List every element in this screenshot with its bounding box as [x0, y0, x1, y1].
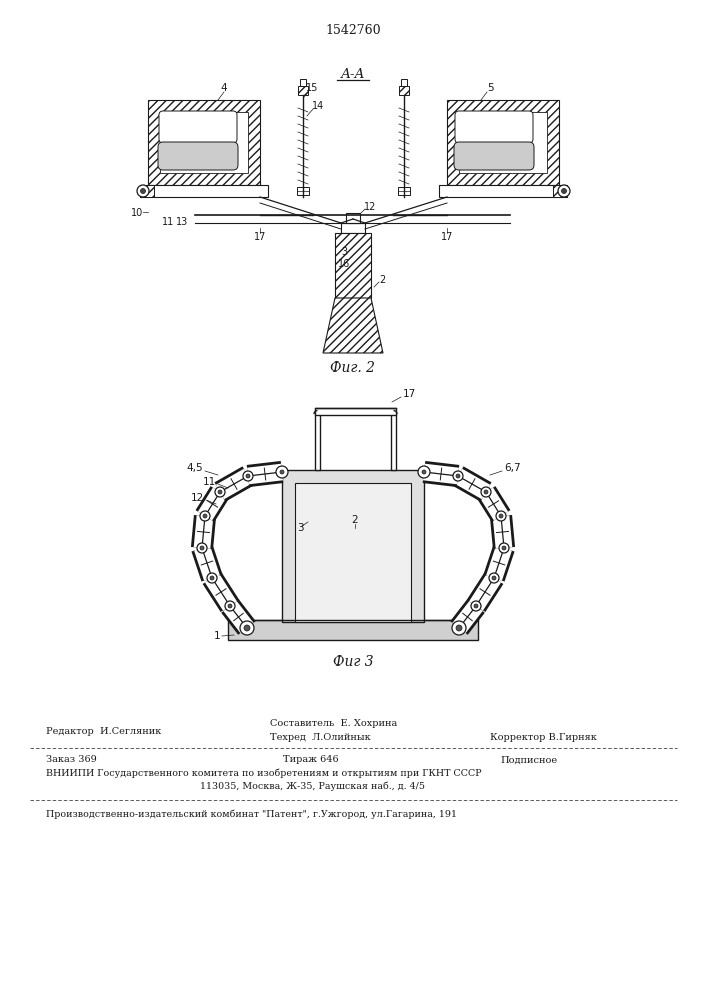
Circle shape	[210, 576, 214, 580]
FancyBboxPatch shape	[159, 111, 237, 143]
Circle shape	[200, 511, 210, 521]
Circle shape	[422, 470, 426, 474]
Circle shape	[484, 490, 488, 494]
Circle shape	[456, 625, 462, 631]
Circle shape	[471, 601, 481, 611]
Text: Составитель  Е. Хохрина: Составитель Е. Хохрина	[270, 718, 397, 728]
Bar	[398, 187, 410, 195]
Polygon shape	[323, 298, 383, 353]
Bar	[298, 86, 308, 95]
Circle shape	[481, 487, 491, 497]
Bar	[401, 79, 407, 86]
Text: ВНИИПИ Государственного комитета по изобретениям и открытиям при ГКНТ СССР: ВНИИПИ Государственного комитета по изоб…	[46, 768, 481, 778]
Text: 113035, Москва, Ж-35, Раушская наб., д. 4/5: 113035, Москва, Ж-35, Раушская наб., д. …	[200, 781, 425, 791]
Circle shape	[141, 188, 146, 194]
Circle shape	[558, 185, 570, 197]
Bar	[300, 79, 306, 86]
Circle shape	[243, 471, 253, 481]
Circle shape	[280, 470, 284, 474]
Bar	[315, 408, 396, 415]
Text: 4: 4	[221, 83, 228, 93]
Circle shape	[499, 543, 509, 553]
Text: Тираж 646: Тираж 646	[283, 756, 339, 764]
Bar	[399, 86, 409, 95]
Bar	[346, 213, 360, 223]
Text: Техред  Л.Олийнык: Техред Л.Олийнык	[270, 734, 370, 742]
Text: 16: 16	[338, 259, 350, 269]
Bar	[282, 470, 424, 622]
Text: Редактор  И.Сегляник: Редактор И.Сегляник	[46, 728, 161, 736]
Circle shape	[197, 543, 207, 553]
Bar	[160, 112, 248, 173]
Circle shape	[474, 604, 478, 608]
Text: 17: 17	[440, 232, 453, 242]
Text: 11: 11	[162, 217, 174, 227]
Bar	[341, 223, 365, 233]
Circle shape	[418, 466, 430, 478]
Circle shape	[215, 487, 225, 497]
Circle shape	[456, 474, 460, 478]
Circle shape	[218, 490, 222, 494]
Text: Подписное: Подписное	[500, 756, 557, 764]
Bar	[447, 100, 559, 185]
Text: 14: 14	[312, 101, 324, 111]
Text: Производственно-издательский комбинат "Патент", г.Ужгород, ул.Гагарина, 191: Производственно-издательский комбинат "П…	[46, 809, 457, 819]
Circle shape	[276, 466, 288, 478]
Circle shape	[502, 546, 506, 550]
Circle shape	[452, 621, 466, 635]
Circle shape	[240, 621, 254, 635]
Text: 17: 17	[254, 232, 267, 242]
Text: 1: 1	[214, 631, 220, 641]
Text: 2: 2	[351, 515, 358, 525]
Text: 3: 3	[341, 247, 347, 257]
Circle shape	[228, 604, 232, 608]
Circle shape	[453, 471, 463, 481]
Bar	[148, 100, 260, 185]
Bar	[335, 233, 371, 298]
Bar	[439, 185, 567, 197]
Text: 15: 15	[306, 83, 318, 93]
Text: 10: 10	[131, 208, 143, 218]
FancyBboxPatch shape	[158, 142, 238, 170]
Text: 11: 11	[203, 477, 216, 487]
Text: 3: 3	[297, 523, 303, 533]
Circle shape	[496, 511, 506, 521]
Circle shape	[246, 474, 250, 478]
Bar	[553, 185, 567, 197]
FancyBboxPatch shape	[455, 111, 533, 143]
Text: Фиг. 2: Фиг. 2	[330, 361, 375, 375]
Text: 5: 5	[486, 83, 493, 93]
Text: 1542760: 1542760	[325, 23, 381, 36]
Text: 4,5: 4,5	[187, 463, 203, 473]
Circle shape	[203, 514, 207, 518]
Text: 17: 17	[403, 389, 416, 399]
Text: Корректор В.Гирняк: Корректор В.Гирняк	[490, 734, 597, 742]
Bar	[140, 185, 154, 197]
Text: Фиг 3: Фиг 3	[333, 655, 373, 669]
Circle shape	[207, 573, 217, 583]
Bar	[140, 185, 268, 197]
Text: 6,7: 6,7	[504, 463, 520, 473]
FancyBboxPatch shape	[454, 142, 534, 170]
Bar	[391, 414, 396, 470]
Bar	[459, 112, 547, 173]
Text: 12: 12	[191, 493, 204, 503]
Circle shape	[489, 573, 499, 583]
Text: 2: 2	[379, 275, 385, 285]
Circle shape	[137, 185, 149, 197]
Bar	[228, 620, 478, 640]
Bar	[297, 187, 309, 195]
Text: 13: 13	[176, 217, 188, 227]
Text: 12: 12	[364, 202, 376, 212]
Circle shape	[200, 546, 204, 550]
Circle shape	[244, 625, 250, 631]
Text: Заказ 369: Заказ 369	[46, 756, 97, 764]
Circle shape	[561, 188, 566, 194]
Bar	[315, 414, 320, 470]
Circle shape	[499, 514, 503, 518]
Text: А-А: А-А	[341, 68, 366, 82]
Circle shape	[225, 601, 235, 611]
Bar	[295, 483, 411, 622]
Circle shape	[492, 576, 496, 580]
